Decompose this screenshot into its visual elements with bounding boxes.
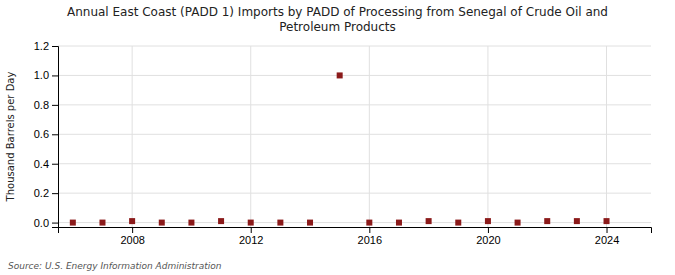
grid-line [487, 46, 488, 227]
grid-line [58, 46, 651, 47]
title: Annual East Coast (PADD 1) Imports by PA… [67, 5, 608, 34]
tick-label: 2012 [239, 234, 263, 246]
tick-mark [369, 227, 370, 233]
tick: 2008 [120, 227, 144, 246]
plot: 2008 2012 2016 2020 2024 0.0 0.2 0.4 0.6 0.8 1.0 1.… [34, 40, 652, 246]
grid [58, 46, 651, 227]
point [485, 218, 491, 224]
grid-line [58, 222, 651, 223]
grid-line [369, 46, 370, 227]
point [248, 220, 254, 226]
axis-line [59, 228, 652, 234]
tick-mark [488, 227, 489, 233]
grid-line [606, 46, 607, 227]
tick-label: 2008 [120, 234, 144, 246]
tick-label: 0.4 [34, 158, 49, 170]
grid-line [58, 134, 651, 135]
tick-label: 1.2 [34, 40, 49, 52]
point [604, 218, 610, 224]
tick-mark [52, 223, 58, 224]
point [366, 220, 372, 226]
tick-label: 2024 [595, 234, 619, 246]
point [426, 218, 432, 224]
point [277, 220, 283, 226]
tick-label: 2020 [476, 234, 500, 246]
tick-mark [52, 164, 58, 165]
point [70, 220, 76, 226]
tick: 2020 [476, 227, 500, 246]
tick-mark [607, 227, 608, 233]
source: Source: U.S. Energy Information Administ… [8, 261, 222, 271]
point [188, 220, 194, 226]
tick: 0.2 [34, 187, 58, 199]
point [455, 220, 461, 226]
point [515, 220, 521, 226]
point [99, 220, 105, 226]
tick-mark [132, 227, 133, 233]
chart: 2008 2012 2016 2020 2024 0.0 0.2 0.4 0.6 0.8 1.0 1.… [0, 0, 675, 275]
tick-mark [52, 193, 58, 194]
points [70, 72, 610, 225]
grid-line [58, 193, 651, 194]
point [307, 220, 313, 226]
grid-line [58, 104, 651, 105]
tick: 0.6 [34, 128, 58, 140]
y-axis-title: Thousand Barrels per Day [5, 72, 16, 203]
grid-line [132, 46, 133, 227]
tick-label: 0.2 [34, 187, 49, 199]
axis-line [52, 47, 59, 228]
point [544, 218, 550, 224]
tick-mark [251, 227, 252, 233]
tick-label: 0.0 [34, 217, 49, 229]
tick-mark [52, 105, 58, 106]
y-axis: 0.0 0.2 0.4 0.6 0.8 1.0 1.2 [34, 40, 59, 229]
point [574, 218, 580, 224]
tick: 2016 [358, 227, 382, 246]
grid-line [58, 75, 651, 76]
tick-mark [52, 46, 58, 47]
point [129, 218, 135, 224]
x-axis: 2008 2012 2016 2020 2024 [59, 227, 652, 246]
tick-mark [52, 75, 58, 76]
tick-label: 2016 [358, 234, 382, 246]
tick-label: 0.6 [34, 128, 49, 140]
tick-mark [52, 134, 58, 135]
grid-line [58, 163, 651, 164]
tick: 0.4 [34, 158, 58, 170]
tick: 1.2 [34, 40, 58, 52]
tick: 2024 [595, 227, 619, 246]
grid-line [250, 46, 251, 227]
tick-label: 0.8 [34, 99, 49, 111]
tick-label: 1.0 [34, 69, 49, 81]
tick: 0.0 [34, 217, 58, 229]
tick: 2012 [239, 227, 263, 246]
point [337, 72, 343, 78]
point [218, 218, 224, 224]
point [396, 220, 402, 226]
point [159, 220, 165, 226]
tick: 0.8 [34, 99, 58, 111]
tick: 1.0 [34, 69, 58, 81]
